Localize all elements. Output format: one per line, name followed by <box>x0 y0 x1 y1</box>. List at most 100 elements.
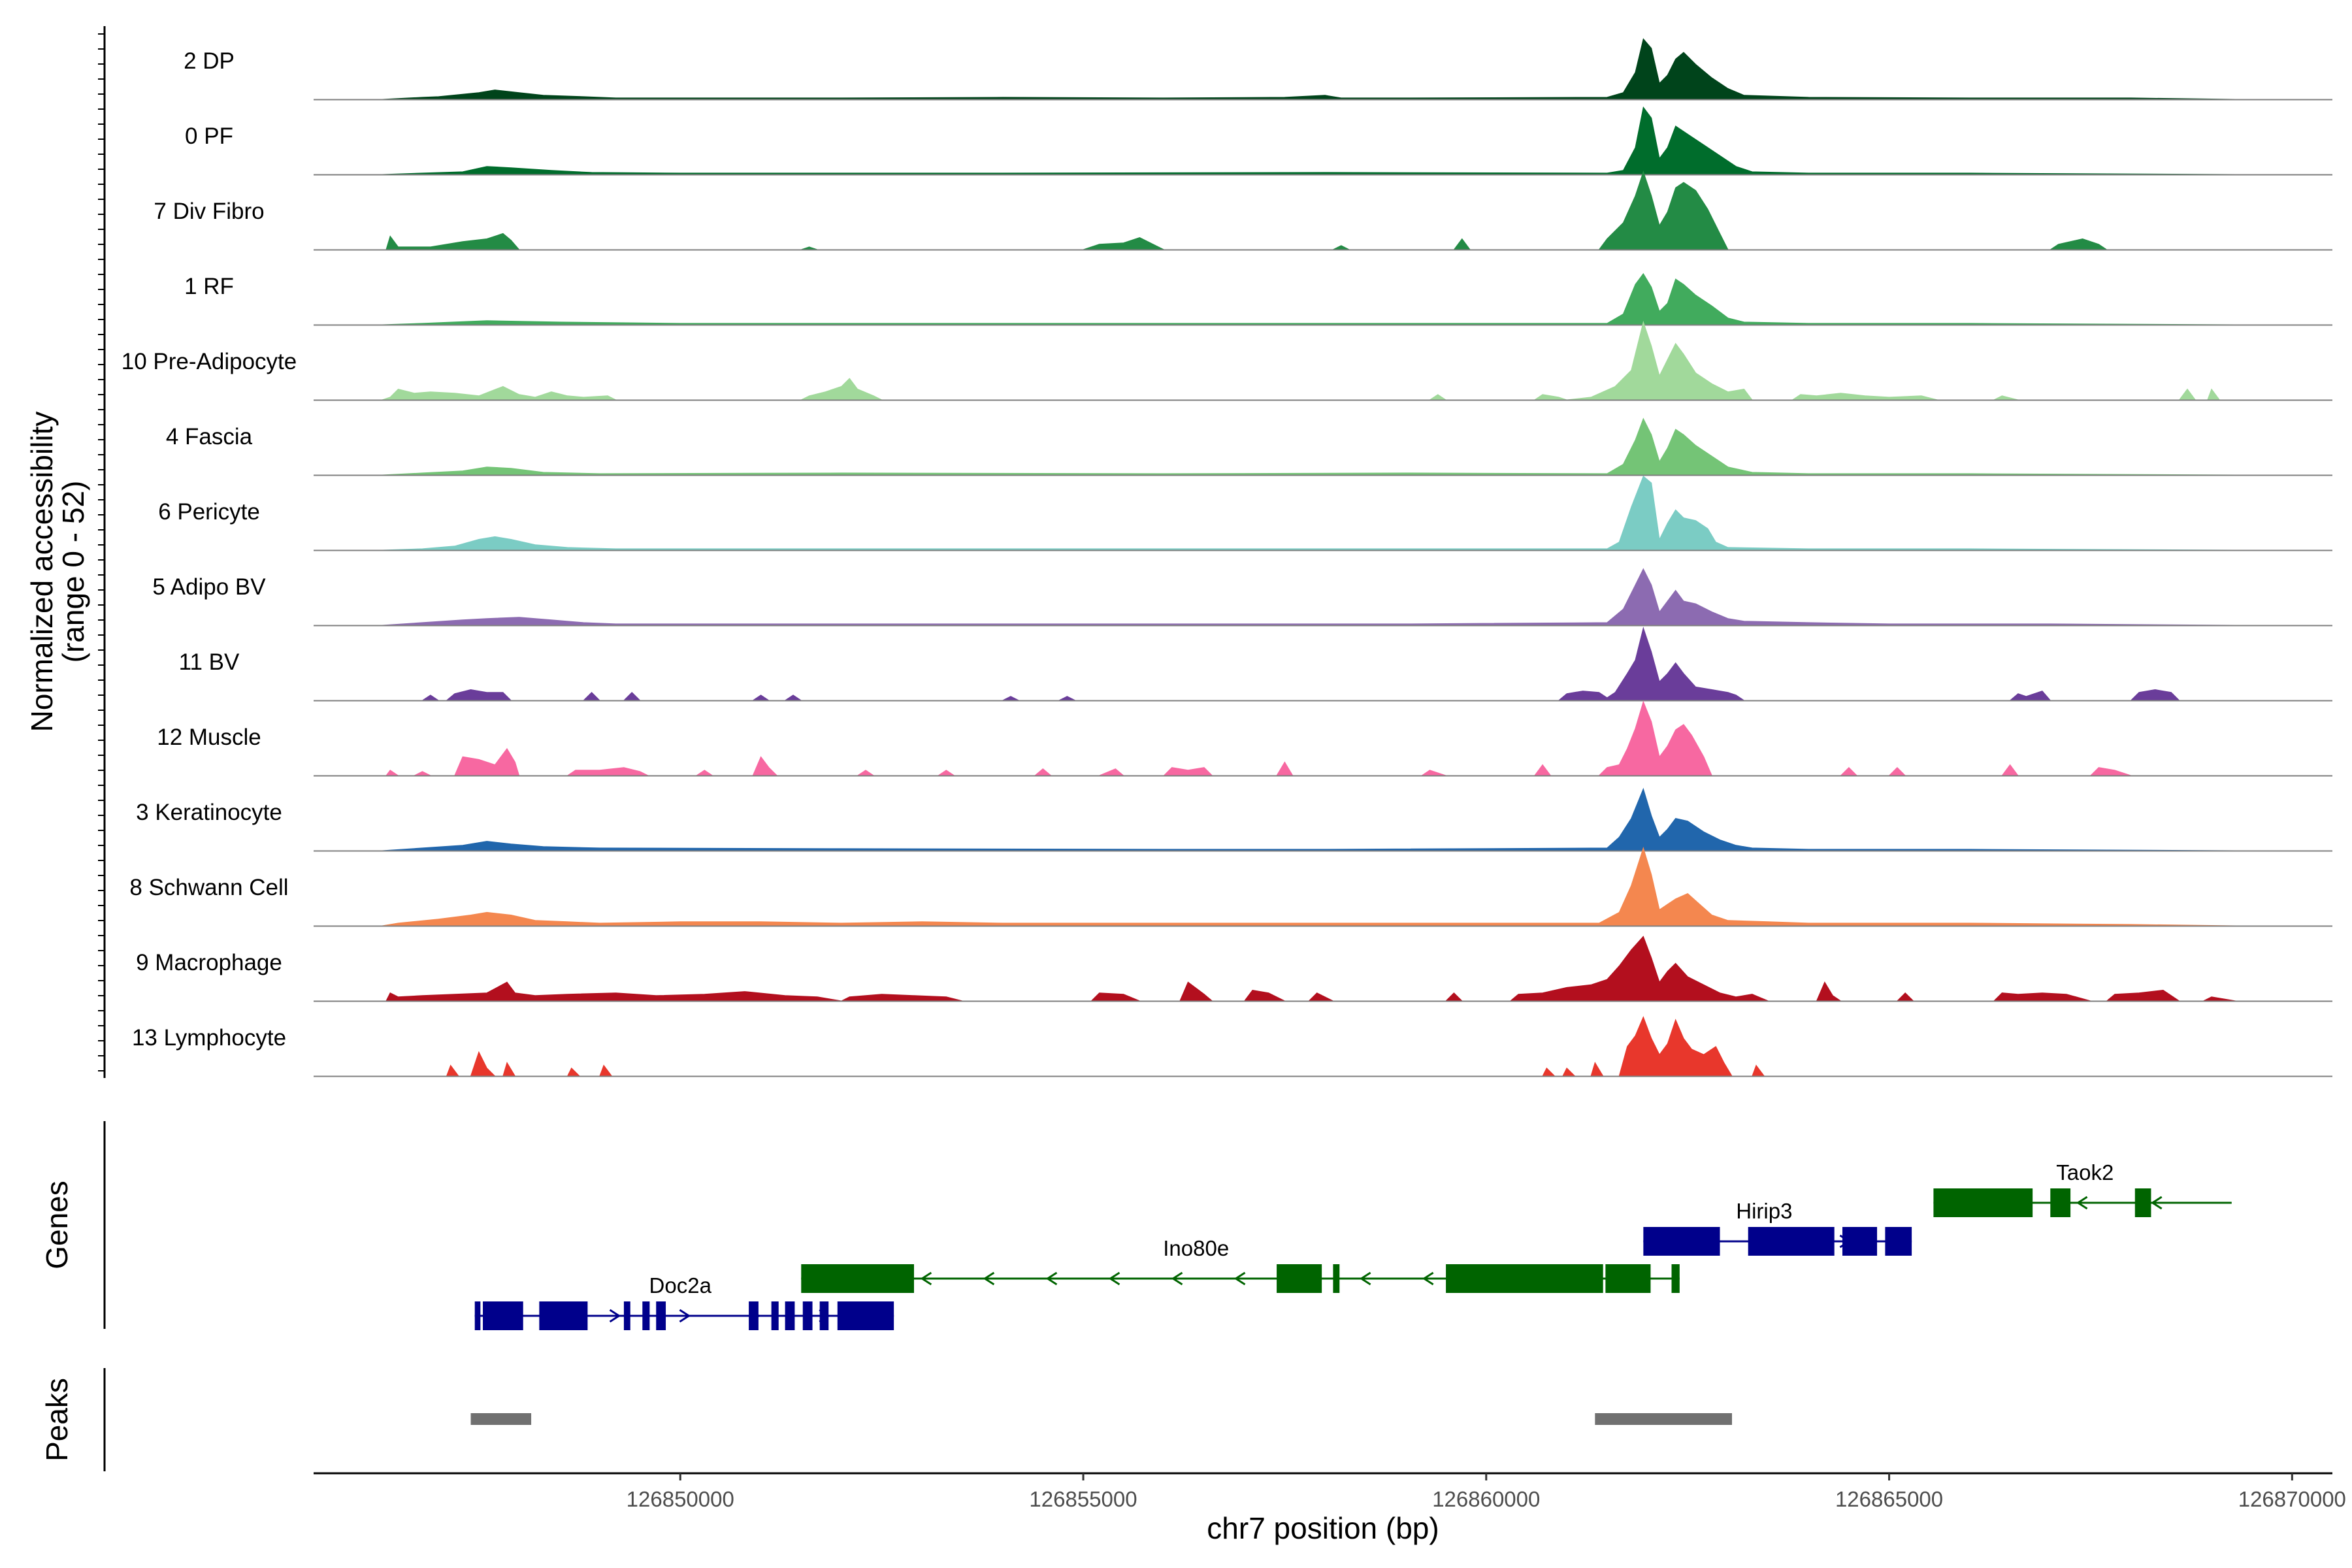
coverage-area <box>421 627 2236 701</box>
track-4-fascia: 4 Fascia <box>166 417 2332 476</box>
y-axis-range: (range 0 - 52) <box>56 481 90 663</box>
track-label: 13 Lymphocyte <box>132 1025 286 1051</box>
track-13-lymphocyte: 13 Lymphocyte <box>132 1016 2332 1077</box>
track-label: 9 Macrophage <box>136 950 282 975</box>
peaks-panel-label: Peaks <box>40 1378 74 1462</box>
gene-exon <box>785 1301 795 1330</box>
track-8-schwann-cell: 8 Schwann Cell <box>129 847 2332 927</box>
gene-ino80e: Ino80e <box>801 1236 1680 1293</box>
gene-exon <box>801 1264 914 1293</box>
track-12-muscle: 12 Muscle <box>157 700 2332 777</box>
track-label: 0 PF <box>185 123 233 149</box>
track-1-rf: 1 RF <box>184 272 2332 326</box>
gene-exon <box>1842 1227 1878 1256</box>
gene-exon <box>1933 1188 2033 1217</box>
track-0-pf: 0 PF <box>185 106 2332 176</box>
track-label: 7 Div Fibro <box>154 199 264 224</box>
coverage-area <box>382 787 2236 851</box>
x-tick-label: 126870000 <box>2238 1487 2346 1511</box>
track-label: 1 RF <box>184 274 234 299</box>
gene-exon <box>2134 1188 2151 1217</box>
peak-region <box>1595 1413 1733 1425</box>
gene-exon <box>656 1301 666 1330</box>
track-label: 2 DP <box>184 48 235 74</box>
coverage-area <box>382 568 2236 626</box>
track-label: 12 Muscle <box>157 725 261 750</box>
coverage-area <box>382 847 2236 926</box>
coverage-area <box>382 106 2236 175</box>
strand-chevron <box>1359 1271 1371 1286</box>
coverage-area <box>382 320 2236 400</box>
gene-exon <box>1605 1264 1651 1293</box>
coverage-area <box>382 272 2236 325</box>
gene-exon <box>539 1301 588 1330</box>
y-axis-title: Normalized accessibility <box>25 412 59 732</box>
coverage-area <box>446 1016 2236 1077</box>
track-10-pre-adipocyte: 10 Pre-Adipocyte <box>122 320 2332 401</box>
strand-chevron <box>1233 1271 1246 1286</box>
gene-label: Doc2a <box>649 1273 712 1298</box>
genes-panel: Doc2a Ino80e Hirip3 Taok2 <box>474 1160 2232 1330</box>
gene-exon <box>2050 1188 2071 1217</box>
coverage-area <box>382 417 2236 476</box>
gene-exon <box>483 1301 523 1330</box>
track-2-dp: 2 DP <box>184 38 2332 101</box>
x-tick-label: 126850000 <box>627 1487 734 1511</box>
track-label: 11 BV <box>179 649 240 675</box>
gene-exon <box>642 1301 650 1330</box>
gene-exon <box>749 1301 759 1330</box>
gene-taok2: Taok2 <box>1933 1160 2232 1217</box>
gene-exon <box>474 1301 481 1330</box>
strand-chevron <box>2076 1196 2088 1210</box>
gene-label: Ino80e <box>1163 1236 1229 1260</box>
strand-chevron <box>1045 1271 1058 1286</box>
track-9-macrophage: 9 Macrophage <box>136 936 2332 1002</box>
gene-exon <box>1671 1264 1680 1293</box>
coverage-area <box>385 171 2236 250</box>
track-label: 4 Fascia <box>166 424 253 449</box>
gene-exon <box>623 1301 630 1330</box>
track-label: 5 Adipo BV <box>152 574 266 600</box>
strand-chevron <box>983 1271 995 1286</box>
strand-chevron <box>1171 1271 1183 1286</box>
track-label: 8 Schwann Cell <box>129 875 288 900</box>
gene-exon <box>771 1301 779 1330</box>
peak-region <box>470 1413 532 1425</box>
coverage-area <box>385 700 2236 776</box>
strand-chevron <box>920 1271 932 1286</box>
x-axis-title: chr7 position (bp) <box>1207 1511 1439 1545</box>
gene-exon <box>1643 1227 1720 1256</box>
coverage-area <box>382 475 2236 551</box>
coverage-area <box>382 38 2236 100</box>
gene-exon <box>802 1301 813 1330</box>
strand-chevron <box>1108 1271 1120 1286</box>
gene-exon <box>1885 1227 1912 1256</box>
x-tick-label: 126860000 <box>1432 1487 1540 1511</box>
track-7-div-fibro: 7 Div Fibro <box>154 171 2332 251</box>
strand-chevron <box>2150 1196 2163 1210</box>
track-3-keratinocyte: 3 Keratinocyte <box>136 787 2332 852</box>
gene-hirip3: Hirip3 <box>1643 1199 1912 1256</box>
track-label: 3 Keratinocyte <box>136 800 282 825</box>
strand-chevron <box>1422 1271 1434 1286</box>
track-11-bv: 11 BV <box>179 627 2332 702</box>
track-6-pericyte: 6 Pericyte <box>158 475 2332 551</box>
gene-doc2a: Doc2a <box>474 1273 894 1330</box>
track-label: 10 Pre-Adipocyte <box>122 349 297 374</box>
gene-exon <box>1446 1264 1603 1293</box>
x-tick-label: 126865000 <box>1835 1487 1943 1511</box>
coverage-y-axis <box>98 26 106 1078</box>
gene-exon <box>1333 1264 1340 1293</box>
gene-exon <box>1748 1227 1835 1256</box>
coverage-area <box>385 936 2236 1002</box>
track-5-adipo-bv: 5 Adipo BV <box>152 568 2332 627</box>
strand-chevron <box>679 1309 691 1323</box>
x-tick-label: 126855000 <box>1029 1487 1137 1511</box>
gene-exon <box>837 1301 894 1330</box>
coverage-tracks: 2 DP 0 PF 7 Div Fibro 1 RF 10 Pre-Adipocyte 4… <box>122 38 2332 1077</box>
peaks-panel <box>470 1413 1733 1425</box>
gene-exon <box>819 1301 829 1330</box>
x-axis-ticks: 126850000 126855000 126860000 126865000 1268… <box>627 1473 2346 1511</box>
gene-label: Taok2 <box>2056 1160 2114 1184</box>
